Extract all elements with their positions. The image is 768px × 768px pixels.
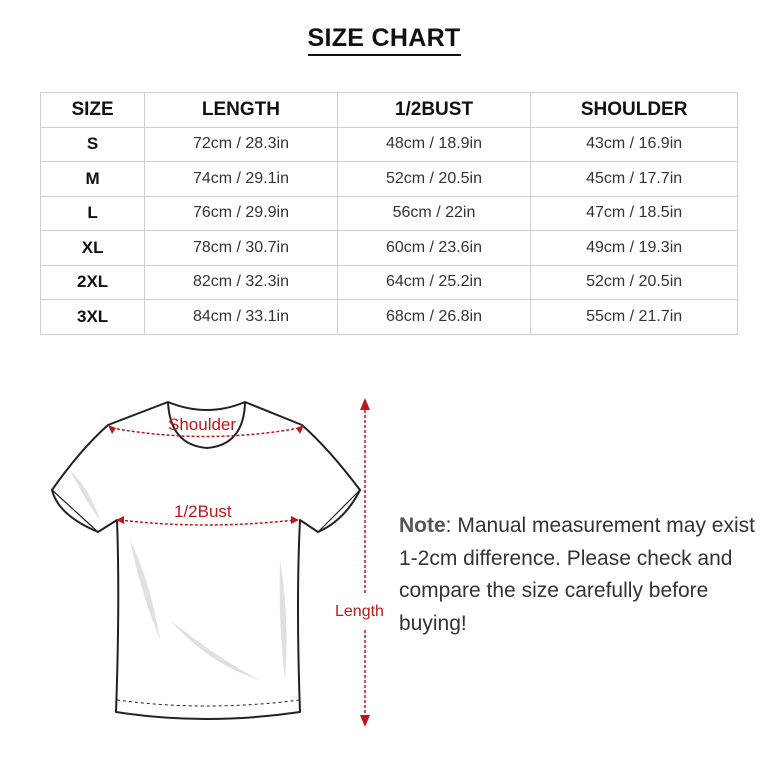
bust-measure-line bbox=[119, 519, 296, 526]
table-row: S 72cm / 28.3in 48cm / 18.9in 43cm / 16.9in bbox=[39, 126, 738, 162]
cell-length: 74cm / 29.1in bbox=[144, 161, 338, 197]
cell-length: 82cm / 32.3in bbox=[144, 264, 338, 300]
cell-bust: 56cm / 22in bbox=[336, 195, 532, 231]
table-row: L 76cm / 29.9in 56cm / 22in 47cm / 18.5in bbox=[39, 195, 738, 231]
cell-bust: 52cm / 20.5in bbox=[336, 161, 532, 197]
cell-length: 72cm / 28.3in bbox=[144, 126, 338, 162]
cell-shoulder: 43cm / 16.9in bbox=[530, 126, 738, 162]
cell-bust: 68cm / 26.8in bbox=[336, 299, 532, 335]
cell-size: 2XL bbox=[39, 264, 146, 300]
cell-size: 3XL bbox=[39, 299, 146, 335]
arrow-down-icon bbox=[360, 715, 370, 727]
cell-bust: 48cm / 18.9in bbox=[336, 126, 532, 162]
cell-size: XL bbox=[39, 230, 146, 266]
header-shoulder: SHOULDER bbox=[530, 92, 738, 128]
shoulder-label: Shoulder bbox=[168, 415, 237, 434]
cell-bust: 60cm / 23.6in bbox=[336, 230, 532, 266]
table-row: M 74cm / 29.1in 52cm / 20.5in 45cm / 17.7in bbox=[39, 161, 738, 197]
header-size: SIZE bbox=[39, 92, 146, 128]
cell-shoulder: 49cm / 19.3in bbox=[530, 230, 738, 266]
cell-size: S bbox=[39, 126, 146, 162]
table-header-row: SIZE LENGTH 1/2BUST SHOULDER bbox=[39, 92, 738, 128]
cell-size: L bbox=[39, 195, 146, 231]
table-row: XL 78cm / 30.7in 60cm / 23.6in 49cm / 19.3i… bbox=[39, 230, 738, 266]
measurement-note: Note: Manual measurement may exist 1-2cm… bbox=[399, 514, 755, 635]
cell-length: 78cm / 30.7in bbox=[144, 230, 338, 266]
length-label: Length bbox=[335, 603, 384, 620]
cell-shoulder: 52cm / 20.5in bbox=[530, 264, 738, 300]
cell-shoulder: 45cm / 17.7in bbox=[530, 161, 738, 197]
header-length: LENGTH bbox=[144, 92, 338, 128]
cell-shoulder: 47cm / 18.5in bbox=[530, 195, 738, 231]
tshirt-diagram bbox=[51, 398, 370, 727]
size-chart-table: SIZE LENGTH 1/2BUST SHOULDER S 72cm / 28.… bbox=[39, 92, 738, 335]
tshirt-outline bbox=[51, 401, 361, 720]
arrow-up-icon bbox=[360, 398, 370, 410]
cell-bust: 64cm / 25.2in bbox=[336, 264, 532, 300]
table-row: 3XL 84cm / 33.1in 68cm / 26.8in 55cm / 21.7… bbox=[39, 299, 738, 335]
cell-size: M bbox=[39, 161, 146, 197]
cell-shoulder: 55cm / 21.7in bbox=[530, 299, 738, 335]
header-bust: 1/2BUST bbox=[336, 92, 532, 128]
page-title: SIZE CHART bbox=[0, 24, 768, 56]
cell-length: 84cm / 33.1in bbox=[144, 299, 338, 335]
cell-length: 76cm / 29.9in bbox=[144, 195, 338, 231]
table-row: 2XL 82cm / 32.3in 64cm / 25.2in 52cm / 20.5… bbox=[39, 264, 738, 300]
shoulder-measure-line bbox=[111, 427, 301, 438]
collar bbox=[167, 401, 246, 449]
bust-label: 1/2Bust bbox=[174, 502, 232, 521]
